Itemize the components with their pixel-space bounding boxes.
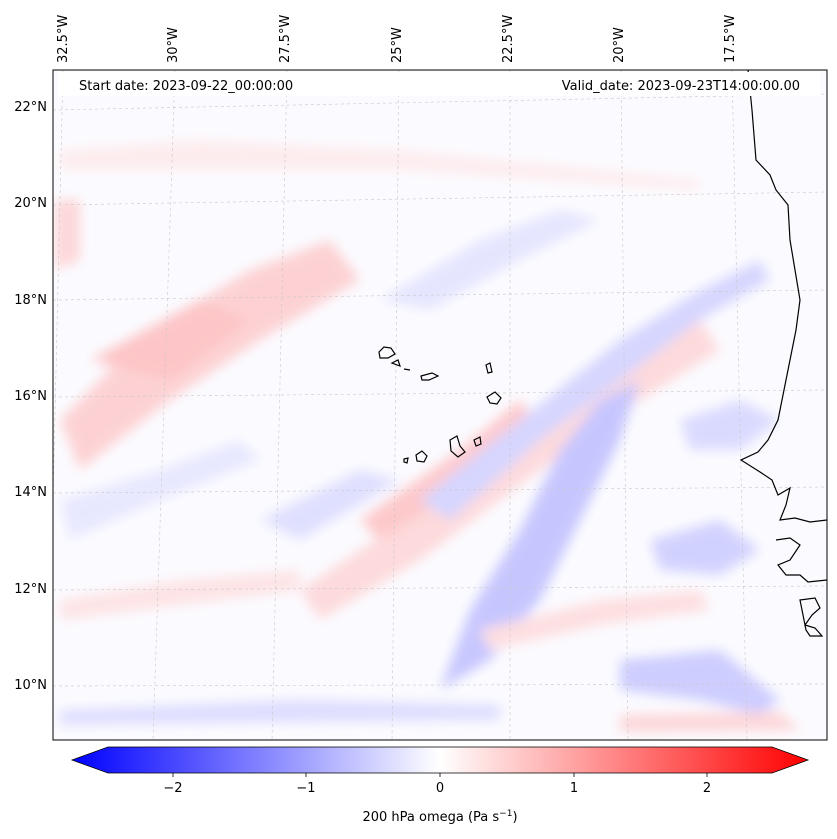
header-box — [58, 72, 820, 96]
lat-label: 12°N — [14, 582, 47, 597]
map-frame — [52, 69, 828, 741]
colorbar-tick: 1 — [570, 781, 578, 796]
lon-label: 27.5°W — [278, 15, 293, 63]
colorbar-label-main: 200 hPa omega (Pa s — [362, 810, 499, 825]
colorbar-tick: −2 — [163, 781, 182, 796]
graticule — [53, 70, 827, 740]
lon-label: 32.5°W — [56, 15, 71, 63]
lon-label: 25°W — [390, 27, 405, 63]
colorbar-tick: 0 — [436, 781, 444, 796]
colorbar-bar — [70, 746, 810, 774]
lat-label: 22°N — [14, 100, 47, 115]
valid-date-label: Valid_date: 2023-09-23T14:00:00.00 — [562, 79, 800, 94]
lat-label: 16°N — [14, 389, 47, 404]
colorbar-label-end: ) — [512, 810, 517, 825]
colorbar-label: 200 hPa omega (Pa s−1) — [362, 809, 517, 825]
colorbar-tick: −1 — [296, 781, 315, 796]
lat-label: 18°N — [14, 293, 47, 308]
lon-label: 20°W — [612, 27, 627, 63]
colorbar: −2 −1 0 1 2 200 hPa omega (Pa s−1) — [70, 746, 810, 825]
colorbar-label-sup: −1 — [499, 809, 512, 819]
lon-label: 17.5°W — [723, 15, 738, 63]
lat-label: 14°N — [14, 485, 47, 500]
colorbar-tick-marks — [172, 773, 708, 777]
cape-verde-islands — [378, 346, 502, 464]
lon-label: 30°W — [166, 27, 181, 63]
lat-label: 20°N — [14, 196, 47, 211]
lon-label: 22.5°W — [501, 15, 516, 63]
colorbar-tick: 2 — [703, 781, 711, 796]
omega-field — [53, 70, 827, 740]
start-date-label: Start date: 2023-09-22_00:00:00 — [79, 79, 293, 94]
longitude-labels: 32.5°W 30°W 27.5°W 25°W 22.5°W 20°W 17.5… — [56, 15, 738, 63]
field-patches — [55, 140, 800, 732]
coastline-africa — [739, 70, 827, 637]
lat-label: 10°N — [14, 678, 47, 693]
latitude-labels: 22°N 20°N 18°N 16°N 14°N 12°N 10°N — [14, 100, 47, 693]
